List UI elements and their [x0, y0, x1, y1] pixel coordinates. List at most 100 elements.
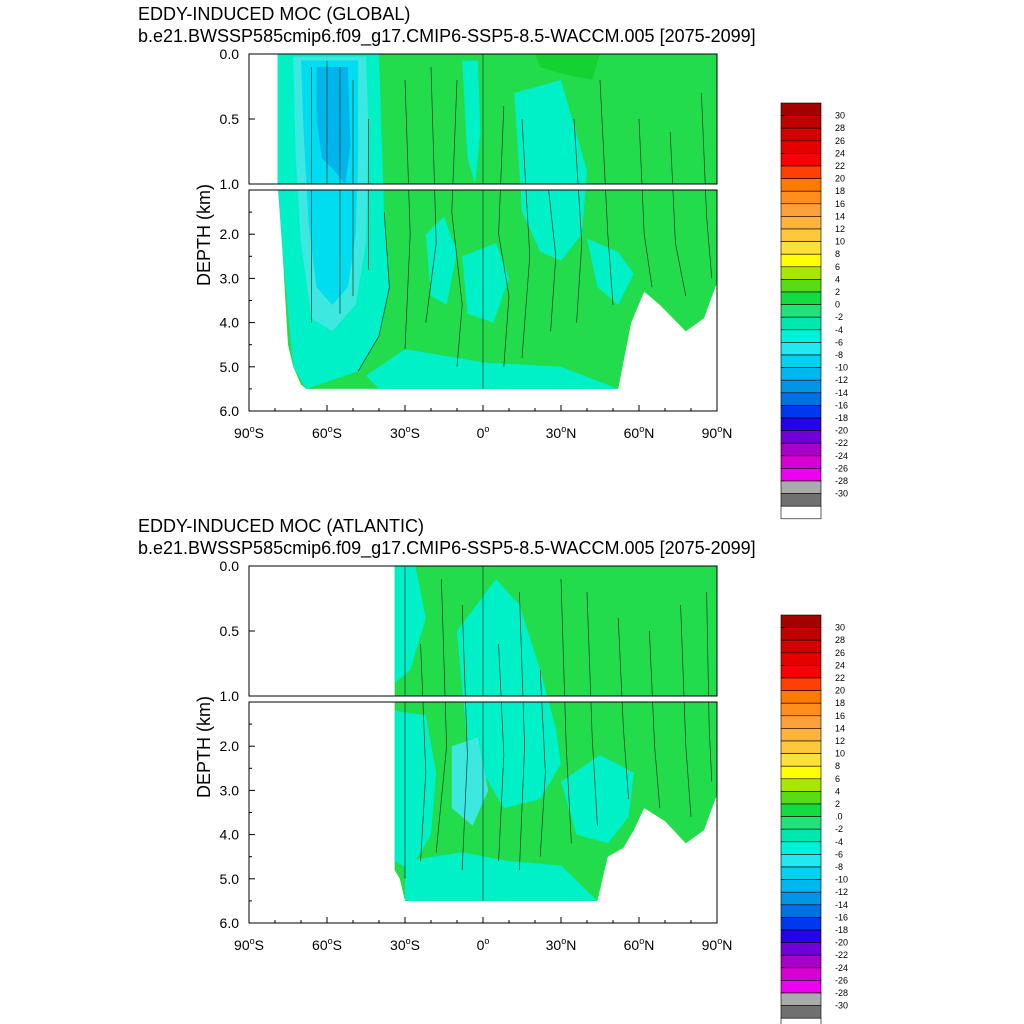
- region-positive-strong: [535, 54, 600, 80]
- y-axis-label: DEPTH (km): [194, 184, 214, 286]
- colorbar-label: 30: [835, 111, 845, 121]
- colorbar-label: -26: [835, 463, 848, 473]
- region-negative: [462, 60, 481, 184]
- contour-line: [560, 578, 572, 844]
- contour-line: [669, 131, 687, 297]
- region-cell-core: [316, 67, 351, 184]
- colorbar-label: 8: [835, 249, 840, 259]
- colorbar-box: [780, 127, 822, 142]
- y-axis-label: DEPTH (km): [194, 696, 214, 798]
- colorbar-box: [780, 178, 822, 192]
- colorbar-label: 10: [835, 237, 845, 247]
- colorbar-label: 30: [835, 623, 845, 633]
- x-tick-label: 90oS: [234, 424, 264, 441]
- colorbar-label: 6: [835, 262, 840, 272]
- colorbar-label: 4: [835, 274, 840, 284]
- x-tick-label: 60oN: [624, 936, 655, 953]
- colorbar-label: 26: [835, 136, 845, 146]
- region-negative: [462, 243, 509, 323]
- contour-line: [519, 591, 525, 871]
- colorbar-box: [780, 917, 822, 931]
- colorbar-box: [780, 740, 822, 754]
- colorbar-label: 0: [835, 300, 840, 310]
- y-tick-label: 5.0: [220, 871, 240, 887]
- colorbar-label: 6: [835, 774, 840, 784]
- y-tick-label: 0.5: [220, 623, 240, 639]
- colorbar-box: [780, 854, 822, 868]
- contour-line: [586, 591, 598, 826]
- colorbar-label: 18: [835, 186, 845, 196]
- colorbar-label: -20: [835, 426, 848, 436]
- colorbar-box: [780, 765, 822, 780]
- colorbar-box: [780, 442, 822, 457]
- contour-line: [701, 92, 713, 279]
- colorbar-box: [780, 992, 822, 1006]
- y-tick-label: 0.5: [220, 111, 240, 127]
- colorbar-label: -6: [835, 337, 843, 347]
- x-tick-label: 60oS: [312, 936, 342, 953]
- colorbar-box: [780, 828, 822, 843]
- x-tick-label: 90oN: [702, 936, 733, 953]
- colorbar-box: [780, 430, 822, 444]
- colorbar-label: -22: [835, 950, 848, 960]
- x-tick-label: 60oN: [624, 424, 655, 441]
- colorbar-box: [780, 455, 822, 469]
- contour-line: [498, 105, 510, 367]
- colorbar-label: 18: [835, 698, 845, 708]
- colorbar-box: [780, 342, 822, 356]
- contour-line: [425, 66, 437, 323]
- y-tick-label: 0.0: [220, 46, 240, 62]
- colorbar-box: [780, 1017, 822, 1024]
- colorbar-box: [780, 728, 822, 742]
- colorbar-box: [780, 803, 822, 817]
- colorbar-label: 2: [835, 799, 840, 809]
- y-tick-label: 2.0: [220, 738, 240, 754]
- region-negative: [561, 755, 634, 844]
- colorbar-box: [780, 778, 822, 792]
- colorbar-label: 28: [835, 635, 845, 645]
- y-tick-label: 6.0: [220, 403, 240, 419]
- contour-line: [498, 643, 505, 862]
- colorbar-label: 24: [835, 148, 845, 158]
- region-negative-mid: [451, 737, 489, 826]
- colorbar-label: 26: [835, 648, 845, 658]
- contour-line: [638, 118, 653, 288]
- chart-title: EDDY-INDUCED MOC (ATLANTIC): [138, 516, 424, 536]
- colorbar-box: [780, 967, 822, 981]
- colorbar-box: [780, 677, 822, 691]
- colorbar-box: [780, 165, 822, 179]
- colorbar-label: -2: [835, 824, 843, 834]
- colorbar-box: [780, 690, 822, 704]
- contour-field: [394, 566, 717, 901]
- colorbar-label: -12: [835, 887, 848, 897]
- colorbar-box: [780, 929, 822, 943]
- colorbar-box: [780, 816, 822, 830]
- y-tick-label: 1.0: [220, 688, 240, 704]
- colorbar-box: [780, 329, 822, 343]
- contour-line: [539, 669, 546, 857]
- colorbar-box: [780, 715, 822, 729]
- region-negative: [425, 216, 457, 305]
- panel-atlantic: EDDY-INDUCED MOC (ATLANTIC) b.e21.BWSSP5…: [138, 516, 848, 1024]
- colorbar-box: [780, 702, 822, 717]
- chart-subtitle: b.e21.BWSSP585cmip6.f09_g17.CMIP6-SSP5-8…: [138, 26, 756, 47]
- plot-area: 0.0 0.5 1.0 2.0 3.0 4.0 5.0 6.0 90oS 60oS 30oS 0o 30…: [220, 46, 733, 441]
- x-tick-label: 0o: [477, 424, 490, 441]
- contour-line: [547, 183, 557, 332]
- colorbar-label: -28: [835, 988, 848, 998]
- colorbar-box: [780, 627, 822, 641]
- colorbar-label: 8: [835, 761, 840, 771]
- y-tick-label: 0.0: [220, 558, 240, 574]
- colorbar-box: [780, 417, 822, 431]
- colorbar-label: -12: [835, 375, 848, 385]
- colorbar-box: [780, 468, 822, 482]
- colorbar-box: [780, 480, 822, 494]
- chart-subtitle: b.e21.BWSSP585cmip6.f09_g17.CMIP6-SSP5-8…: [138, 538, 756, 559]
- contour-line: [706, 591, 713, 782]
- colorbar-box: [780, 891, 822, 906]
- colorbar-box: [780, 253, 822, 268]
- colorbar-box: [780, 942, 822, 956]
- colorbar-box: [780, 228, 822, 242]
- contour-line: [404, 79, 411, 350]
- colorbar-label: -8: [835, 862, 843, 872]
